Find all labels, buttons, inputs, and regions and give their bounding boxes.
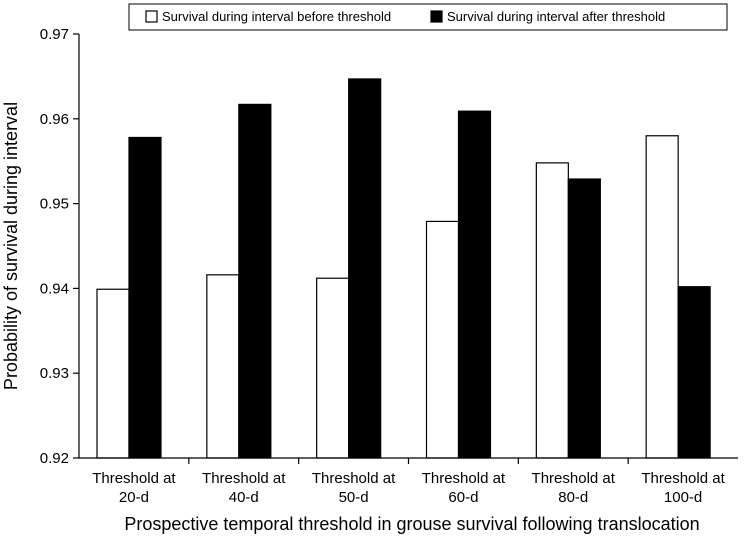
legend-frame bbox=[128, 3, 728, 31]
x-tick-label-1-line-2: 20-d bbox=[119, 489, 149, 506]
bar-before-2 bbox=[206, 274, 240, 459]
x-tick-label-2-line-2: 40-d bbox=[229, 489, 259, 506]
x-tick-label-5-line-2: 80-d bbox=[558, 489, 588, 506]
bar-before-6 bbox=[645, 135, 679, 459]
y-axis-title: Probability of survival during interval bbox=[1, 102, 21, 390]
bar-after-1 bbox=[128, 136, 162, 459]
x-tick-label-3-line-2: 50-d bbox=[339, 489, 369, 506]
bar-before-4 bbox=[425, 220, 460, 459]
x-axis-title: Prospective temporal threshold in grouse… bbox=[124, 514, 699, 534]
axes: Threshold at 20-d Threshold at 40-d Threshol… bbox=[40, 26, 738, 506]
legend-swatch-after bbox=[430, 10, 443, 23]
x-tick-label-5-line-1: Threshold at bbox=[532, 470, 616, 487]
y-tick-label-4: 0.95 bbox=[40, 196, 69, 213]
x-tick-label-2-line-1: Threshold at bbox=[202, 470, 286, 487]
bar-after-3 bbox=[348, 78, 382, 459]
y-tick-label-5: 0.96 bbox=[40, 111, 69, 128]
legend-swatch-before bbox=[145, 10, 158, 23]
x-tick-label-4-line-1: Threshold at bbox=[422, 470, 506, 487]
x-tick-label-6-line-2: 100-d bbox=[664, 489, 702, 506]
bar-after-4 bbox=[457, 110, 492, 459]
bar-after-6 bbox=[677, 286, 711, 459]
x-tick-label-4-line-2: 60-d bbox=[448, 489, 478, 506]
bar-before-5 bbox=[535, 162, 569, 459]
plot-area bbox=[96, 78, 711, 459]
bar-before-3 bbox=[316, 277, 350, 459]
x-tick-label-3-line-1: Threshold at bbox=[312, 470, 396, 487]
bar-after-5 bbox=[567, 178, 601, 459]
bar-before-1 bbox=[96, 288, 130, 459]
x-tick-label-1-line-1: Threshold at bbox=[92, 470, 176, 487]
y-tick-label-2: 0.93 bbox=[40, 365, 69, 382]
y-tick-label-1: 0.92 bbox=[40, 450, 69, 467]
x-tick-label-6-line-1: Threshold at bbox=[641, 470, 725, 487]
y-tick-label-3: 0.94 bbox=[40, 280, 69, 297]
legend-label-after: Survival during interval after threshold bbox=[447, 9, 665, 24]
legend-label-before: Survival during interval before threshol… bbox=[162, 9, 391, 24]
bar-after-2 bbox=[238, 103, 272, 459]
y-tick-label-6: 0.97 bbox=[40, 26, 69, 43]
legend: Survival during interval before threshol… bbox=[128, 3, 728, 31]
